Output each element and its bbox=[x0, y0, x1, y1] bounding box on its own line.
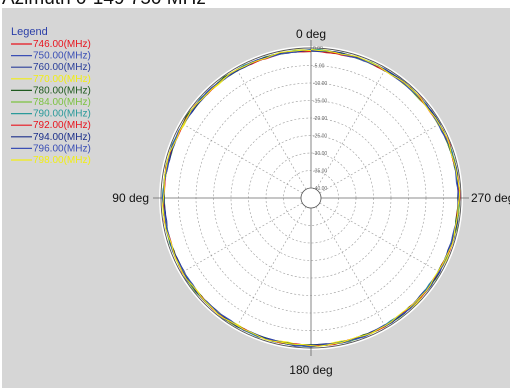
legend-entry: 780.00(MHz) bbox=[33, 85, 91, 96]
radial-tick-label: -30.00 bbox=[313, 151, 327, 157]
series-line bbox=[162, 49, 461, 347]
legend-entry: 794.00(MHz) bbox=[33, 132, 91, 143]
grid-spoke bbox=[319, 122, 442, 194]
angle-label-0: 0 deg bbox=[296, 27, 326, 41]
legend-entry: 760.00(MHz) bbox=[33, 62, 91, 73]
legend-entry: 770.00(MHz) bbox=[33, 74, 91, 85]
legend-title: Legend bbox=[11, 26, 48, 38]
radial-tick-label: -20.00 bbox=[313, 116, 327, 122]
outer-ring bbox=[160, 47, 462, 349]
angle-label-90: 90 deg bbox=[112, 191, 149, 205]
angle-label-180: 180 deg bbox=[289, 363, 332, 377]
legend-entry: 790.00(MHz) bbox=[33, 109, 91, 120]
legend-entry: 784.00(MHz) bbox=[33, 97, 91, 108]
polar-grid bbox=[153, 40, 469, 356]
radial-tick-label: -35.00 bbox=[313, 169, 327, 175]
plot-panel: 0.00 -5.00 -10.00 -15.00 -20.00 -25.00 -30.00 -… bbox=[2, 8, 510, 388]
radial-tick-label: -5.00 bbox=[313, 64, 325, 70]
legend-entry: 798.00(MHz) bbox=[33, 155, 91, 166]
grid-spoke bbox=[315, 206, 387, 329]
angle-label-270: 270 deg bbox=[471, 191, 510, 205]
grid-spoke bbox=[235, 67, 307, 190]
angle-labels: 0 deg 90 deg 180 deg 270 deg bbox=[112, 27, 510, 377]
grid-spoke bbox=[315, 67, 387, 190]
legend-entry: 796.00(MHz) bbox=[33, 143, 91, 154]
center-circle bbox=[300, 187, 322, 209]
series-layer bbox=[161, 48, 461, 348]
grid-spoke bbox=[180, 202, 303, 274]
radial-tick-label: -25.00 bbox=[313, 134, 327, 140]
grid-spoke bbox=[319, 202, 442, 274]
grid-spoke bbox=[235, 206, 307, 329]
legend-entry: 746.00(MHz) bbox=[33, 39, 91, 50]
chart-title: Azimuth 0-149 750 MHz bbox=[2, 0, 206, 9]
radial-tick-label: -15.00 bbox=[313, 99, 327, 105]
radial-tick-label: -40.00 bbox=[313, 186, 327, 192]
radial-tick-label: -10.00 bbox=[313, 81, 327, 87]
polar-plot: 0.00 -5.00 -10.00 -15.00 -20.00 -25.00 -30.00 -… bbox=[11, 26, 510, 377]
legend: Legend746.00(MHz)750.00(MHz)760.00(MHz)7… bbox=[11, 26, 91, 166]
radial-tick-label: 0.00 bbox=[313, 46, 323, 52]
legend-entry: 750.00(MHz) bbox=[33, 51, 91, 62]
grid-spoke bbox=[180, 122, 303, 194]
radial-tick-labels: 0.00 -5.00 -10.00 -15.00 -20.00 -25.00 -30.00 -… bbox=[313, 46, 327, 192]
legend-entry: 792.00(MHz) bbox=[33, 120, 91, 131]
